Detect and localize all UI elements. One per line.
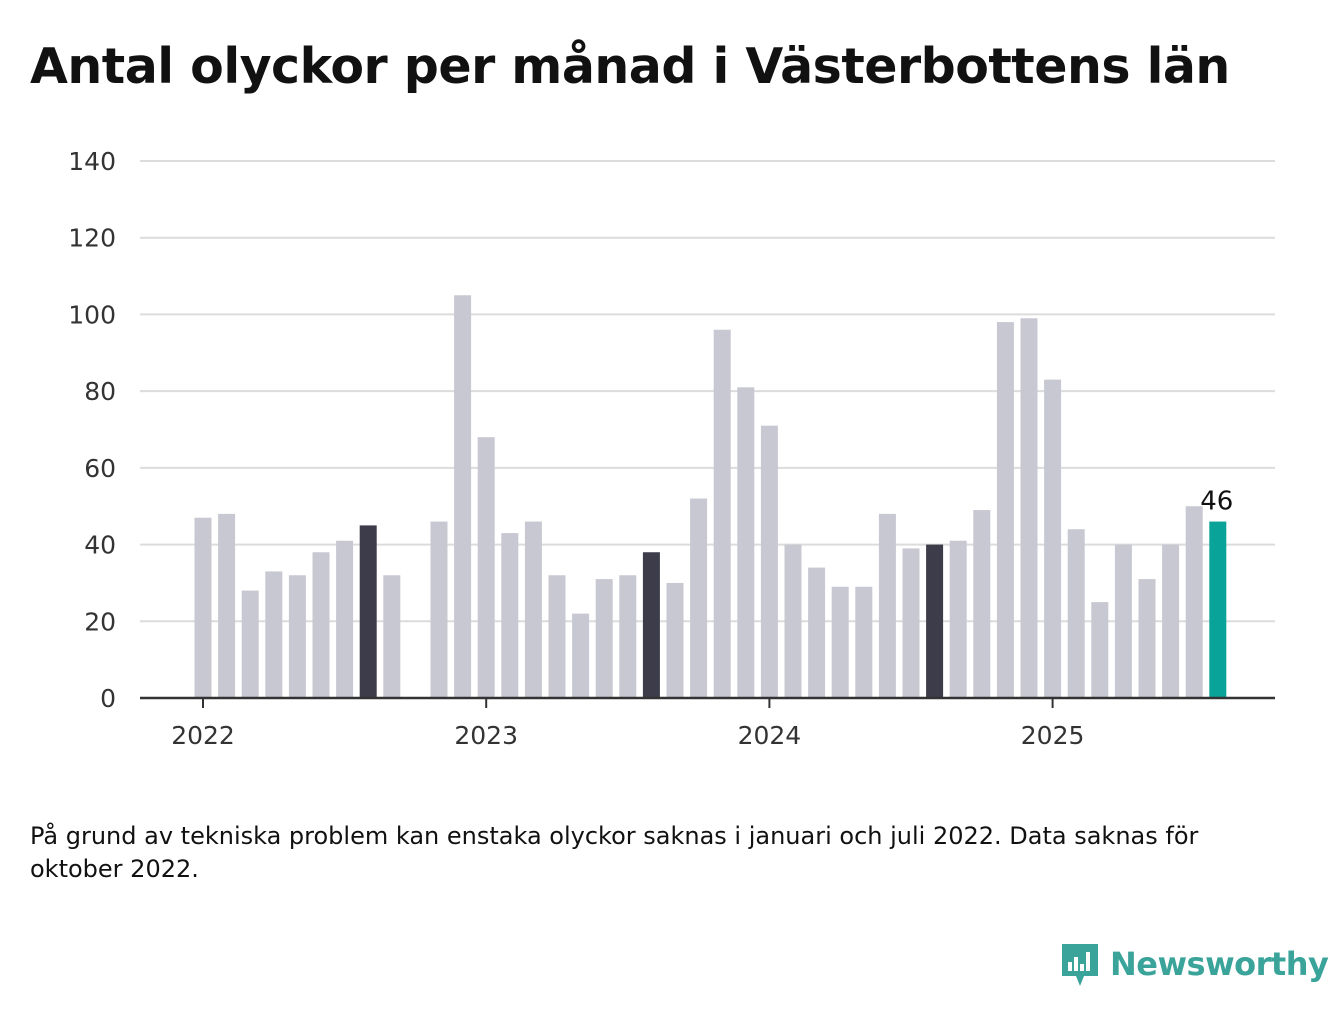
newsworthy-logo-icon	[1062, 944, 1098, 986]
bar-2025-03	[1091, 602, 1109, 698]
bar-2024-02	[784, 544, 802, 698]
bar-2022-05	[288, 575, 306, 698]
y-tick-label: 140	[68, 147, 116, 176]
bar-2024-10	[973, 510, 991, 698]
bar-2023-02	[501, 533, 519, 698]
bar-2022-12	[454, 295, 472, 698]
y-tick-label: 0	[100, 684, 116, 713]
bar-chart: 0 20 40 60 80 100 120 140 2022 2023 2024 2025 46	[68, 147, 1275, 750]
bar-2023-11	[713, 329, 731, 698]
y-tick-label: 40	[84, 531, 116, 560]
bar-2022-02	[218, 513, 236, 698]
bar-2022-06	[312, 552, 330, 698]
bar-2025-05	[1138, 579, 1156, 698]
bar-2024-11	[996, 322, 1014, 698]
bar-2022-04	[265, 571, 283, 698]
bar-2024-06	[878, 513, 896, 698]
bar-2024-04	[831, 586, 849, 698]
x-tick-label: 2023	[454, 721, 518, 750]
y-tick-label: 100	[68, 300, 116, 329]
bar-2022-11	[430, 521, 448, 698]
y-tick-label: 20	[84, 607, 116, 636]
bar-2024-07	[902, 548, 920, 698]
bar-2025-08	[1209, 521, 1227, 698]
brand-name: Newsworthy	[1110, 945, 1329, 983]
bar-2025-07	[1185, 506, 1203, 698]
bar-2023-06	[595, 579, 613, 698]
chart-title: Antal olyckor per månad i Västerbottens …	[30, 38, 1230, 95]
value-labels: 46	[1200, 487, 1233, 517]
bar-2023-07	[619, 575, 637, 698]
bar-2024-12	[1020, 318, 1038, 698]
bar-2023-03	[524, 521, 542, 698]
x-tick-label: 2024	[738, 721, 802, 750]
bar-2025-04	[1114, 544, 1132, 698]
bar-2022-07	[336, 540, 354, 698]
bar-2024-01	[760, 425, 778, 698]
y-tick-label: 60	[84, 454, 116, 483]
bar-2024-05	[855, 586, 873, 698]
bars	[194, 295, 1227, 698]
footnote: På grund av tekniska problem kan enstaka…	[30, 822, 1199, 883]
bar-2024-03	[808, 567, 826, 698]
x-tick-label: 2025	[1021, 721, 1085, 750]
bar-2023-04	[548, 575, 566, 698]
y-axis-ticks: 0 20 40 60 80 100 120 140	[68, 147, 116, 713]
x-axis-ticks: 2022 2023 2024 2025	[171, 698, 1084, 750]
bar-2023-01	[477, 437, 495, 698]
bar-2025-01	[1044, 379, 1062, 698]
bar-2025-06	[1162, 544, 1180, 698]
y-tick-label: 120	[68, 224, 116, 253]
bar-2024-08	[926, 544, 944, 698]
bar-2023-10	[690, 498, 708, 698]
bar-2023-12	[737, 387, 755, 698]
x-tick-label: 2022	[171, 721, 235, 750]
bar-2024-09	[949, 540, 967, 698]
bar-2023-09	[666, 582, 684, 698]
bar-2025-02	[1067, 529, 1085, 698]
bar-2023-05	[572, 613, 590, 698]
bar-2022-09	[383, 575, 401, 698]
y-tick-label: 80	[84, 377, 116, 406]
newsworthy-logo: Newsworthy	[1060, 940, 1329, 988]
bar-2022-03	[241, 590, 259, 698]
bar-2022-08	[359, 525, 377, 698]
grid-lines	[140, 160, 1275, 623]
bar-2023-08	[642, 552, 660, 698]
bar-2022-01	[194, 517, 212, 698]
latest-value-label: 46	[1200, 487, 1233, 517]
